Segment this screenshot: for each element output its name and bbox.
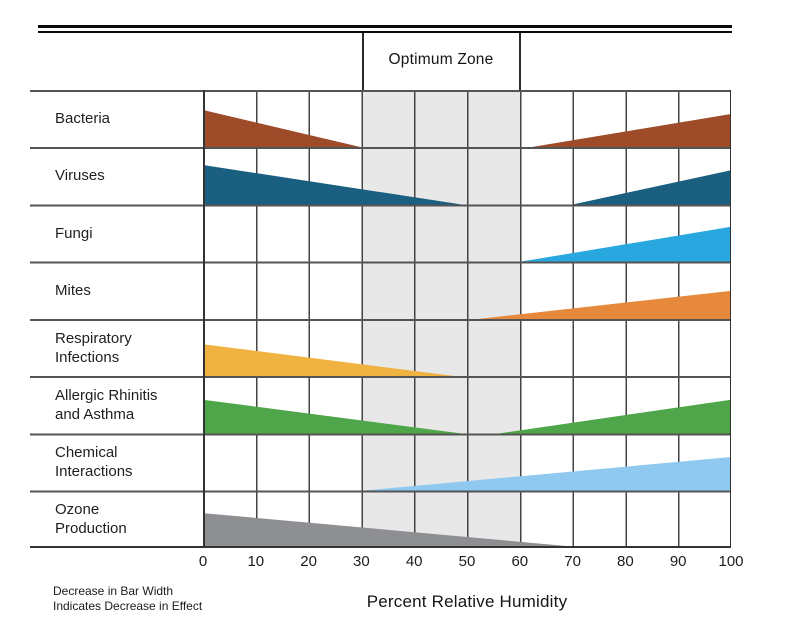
row-label-chemical-interactions: Chemical Interactions — [55, 434, 200, 491]
row-label-line: Fungi — [55, 224, 93, 242]
wedge-fungi-0 — [519, 226, 731, 262]
row-label-line: Mites — [55, 281, 91, 299]
x-tick-label-0: 0 — [198, 553, 208, 570]
row-label-line: Production — [55, 520, 127, 538]
x-tick-label-100: 100 — [718, 553, 744, 570]
wedge-chemical-interactions-0 — [361, 457, 731, 491]
x-tick-label-50: 50 — [458, 553, 476, 570]
row-label-allergic-rhinitis: Allergic Rhinitis and Asthma — [55, 376, 200, 433]
row-label-line: Respiratory — [55, 329, 132, 347]
wedge-ozone-production-0 — [203, 513, 589, 548]
row-label-respiratory-infections: Respiratory Infections — [55, 319, 200, 376]
x-tick-label-40: 40 — [405, 553, 423, 570]
wedge-allergic-rhinitis-1 — [498, 399, 731, 434]
optimum-zone-box-left-border — [362, 33, 364, 90]
row-label-line: Ozone — [55, 501, 100, 519]
x-tick-label-30: 30 — [353, 553, 370, 570]
top-double-rule-lower — [38, 31, 732, 34]
wedges-svg — [203, 110, 731, 548]
row-label-viruses: Viruses — [55, 147, 200, 204]
x-tick-label-80: 80 — [617, 553, 634, 570]
row-label-line: Interactions — [55, 463, 133, 481]
row-label-line: Infections — [55, 348, 120, 366]
legend-note: Decrease in Bar Width Indicates Decrease… — [53, 584, 202, 613]
legend-note-line2: Indicates Decrease in Effect — [53, 598, 203, 613]
wedge-viruses-0 — [203, 165, 462, 205]
wedge-bacteria-1 — [530, 114, 731, 148]
row-label-mites: Mites — [55, 262, 200, 319]
wedge-bacteria-0 — [203, 110, 362, 148]
plot-right-border — [729, 90, 732, 548]
x-tick-label-10: 10 — [247, 553, 265, 570]
row-label-fungi: Fungi — [55, 205, 200, 262]
plot-left-border — [203, 90, 205, 548]
x-tick-label-60: 60 — [511, 553, 529, 570]
row-label-bacteria: Bacteria — [55, 90, 200, 147]
row-label-line: and Asthma — [55, 405, 135, 423]
row-label-line: Viruses — [55, 167, 105, 185]
row-label-ozone-production: Ozone Production — [55, 491, 200, 548]
optimum-zone-box-right-border — [519, 33, 521, 90]
x-axis-title: Percent Relative Humidity — [366, 592, 568, 611]
row-label-line: Allergic Rhinitis — [55, 386, 158, 404]
wedge-mites-0 — [477, 290, 731, 319]
wedge-viruses-1 — [572, 170, 731, 205]
row-label-line: Bacteria — [55, 110, 111, 128]
row-label-line: Chemical — [55, 444, 118, 462]
optimum-zone-label: Optimum Zone — [388, 51, 494, 68]
top-double-rule-upper — [38, 25, 732, 29]
x-tick-label-90: 90 — [669, 553, 687, 570]
legend-note-line1: Decrease in Bar Width — [53, 584, 174, 598]
x-tick-label-20: 20 — [300, 553, 317, 570]
x-axis-tick-row: 0 10 20 30 40 50 60 70 80 90 100 — [199, 553, 744, 573]
wedge-respiratory-infections-0 — [203, 344, 457, 377]
x-tick-label-70: 70 — [564, 553, 581, 570]
wedge-allergic-rhinitis-0 — [203, 399, 462, 434]
